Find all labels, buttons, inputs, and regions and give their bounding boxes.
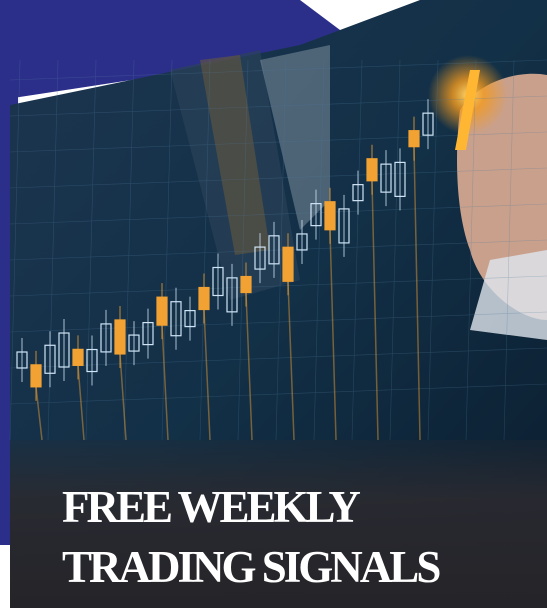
candle-body <box>367 159 377 181</box>
candle-body <box>31 365 41 387</box>
headline-line-2: TRADING SIGNALS <box>62 542 440 592</box>
candle-body <box>325 202 335 230</box>
candle-body <box>73 349 83 365</box>
candle-body <box>115 320 125 354</box>
candle-body <box>157 297 167 325</box>
candle-body <box>199 288 209 310</box>
candle-body <box>409 131 419 147</box>
candle-body <box>241 277 251 293</box>
page: {"headline": {"line1": "FREE WEEKLY", "l… <box>0 0 547 608</box>
promo-banner: FREE WEEKLY TRADING SIGNALS <box>0 0 547 608</box>
headline-line-1: FREE WEEKLY <box>62 482 360 532</box>
candle-body <box>283 247 293 281</box>
